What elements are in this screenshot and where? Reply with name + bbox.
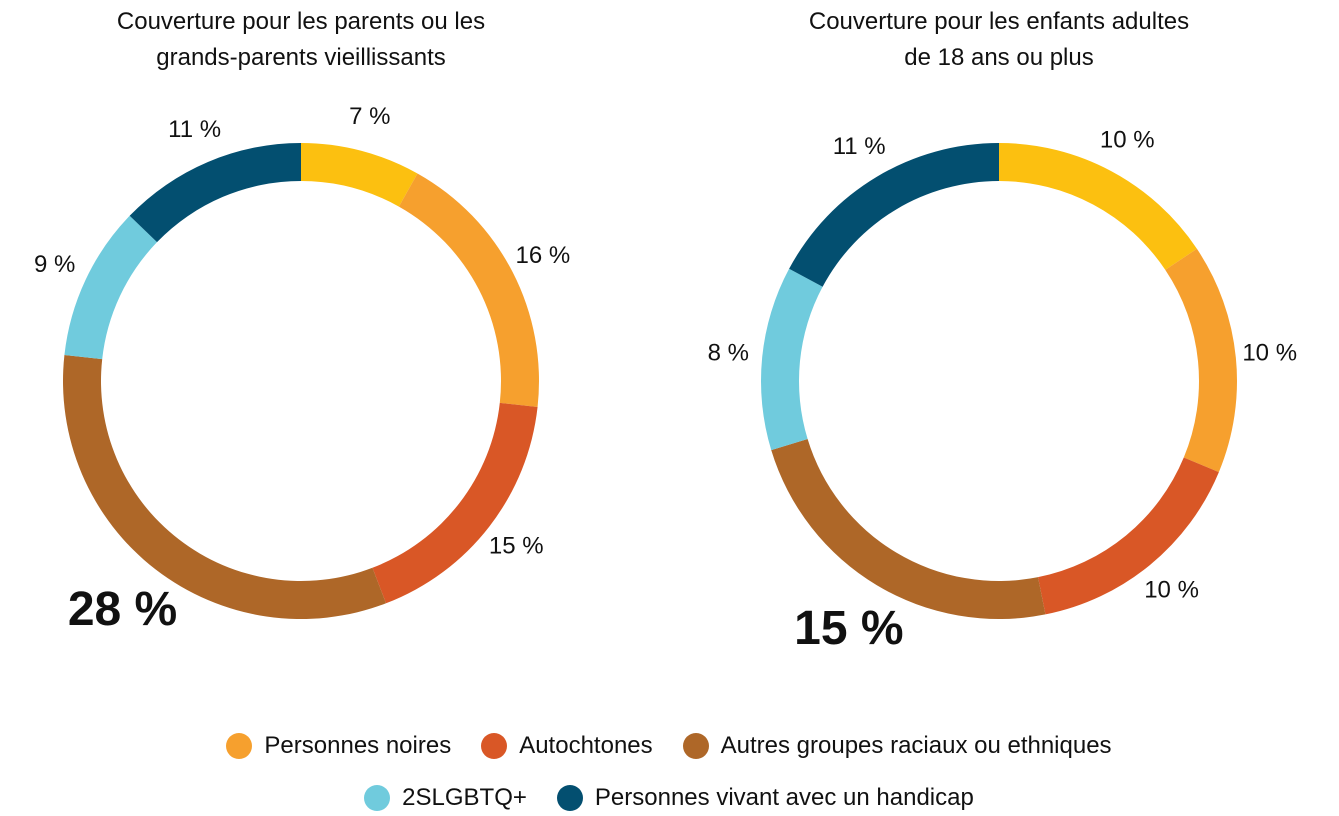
legend: Personnes noires Autochtones Autres groupe…	[169, 728, 1169, 816]
chart-title: Couverture pour les enfants adultes de 1…	[808, 8, 1190, 71]
value-label: 10 %	[1100, 126, 1155, 153]
donut-segment	[1038, 457, 1219, 615]
legend-item: Autochtones	[481, 728, 653, 764]
value-label: 10 %	[1242, 340, 1297, 367]
value-label: 11 %	[833, 133, 886, 160]
donut-segment	[398, 173, 539, 408]
legend-item: 2SLGBTQ+	[364, 780, 527, 816]
legend-label: 2SLGBTQ+	[402, 784, 527, 811]
donut-segment	[761, 268, 823, 451]
legend-swatch	[682, 733, 709, 759]
chart-title: Couverture pour les parents ou les grand…	[116, 8, 486, 71]
legend-swatch	[364, 785, 391, 811]
donut-segment	[789, 143, 999, 287]
legend-swatch	[556, 785, 583, 811]
legend-swatch	[226, 733, 253, 759]
charts: 7 % 16 % 15 % 28 % 9 % 11 % 10 % 10 % 10 % 15 % 8 …	[34, 103, 1297, 655]
legend-swatch	[481, 733, 508, 759]
donut-segment	[64, 215, 158, 360]
value-label: 7 %	[349, 103, 390, 130]
legend-label: Personnes noires	[264, 732, 452, 759]
value-label: 8 %	[708, 340, 749, 367]
donut-segment	[372, 402, 538, 604]
donut-segment	[771, 439, 1046, 619]
value-label: 15 %	[489, 533, 544, 560]
donut-segment	[62, 354, 387, 619]
donut-segment	[999, 143, 1197, 270]
legend-item: Personnes vivant avec un handicap	[556, 780, 974, 816]
donut-segment	[1165, 248, 1237, 473]
donut-segment	[301, 143, 418, 207]
value-label: 16 %	[516, 242, 571, 269]
highlight-label: 28 %	[68, 583, 177, 636]
value-label: 11 %	[168, 116, 221, 143]
donut-segment	[129, 143, 301, 243]
value-label: 10 %	[1144, 577, 1199, 604]
legend-label: Autochtones	[519, 732, 653, 759]
value-label: 9 %	[34, 251, 75, 278]
legend-label: Autres groupes raciaux ou ethniques	[720, 732, 1112, 759]
legend-item: Autres groupes raciaux ou ethniques	[682, 728, 1112, 764]
legend-label: Personnes vivant avec un handicap	[594, 784, 974, 811]
legend-item: Personnes noires	[226, 728, 451, 764]
highlight-label: 15 %	[794, 602, 903, 655]
